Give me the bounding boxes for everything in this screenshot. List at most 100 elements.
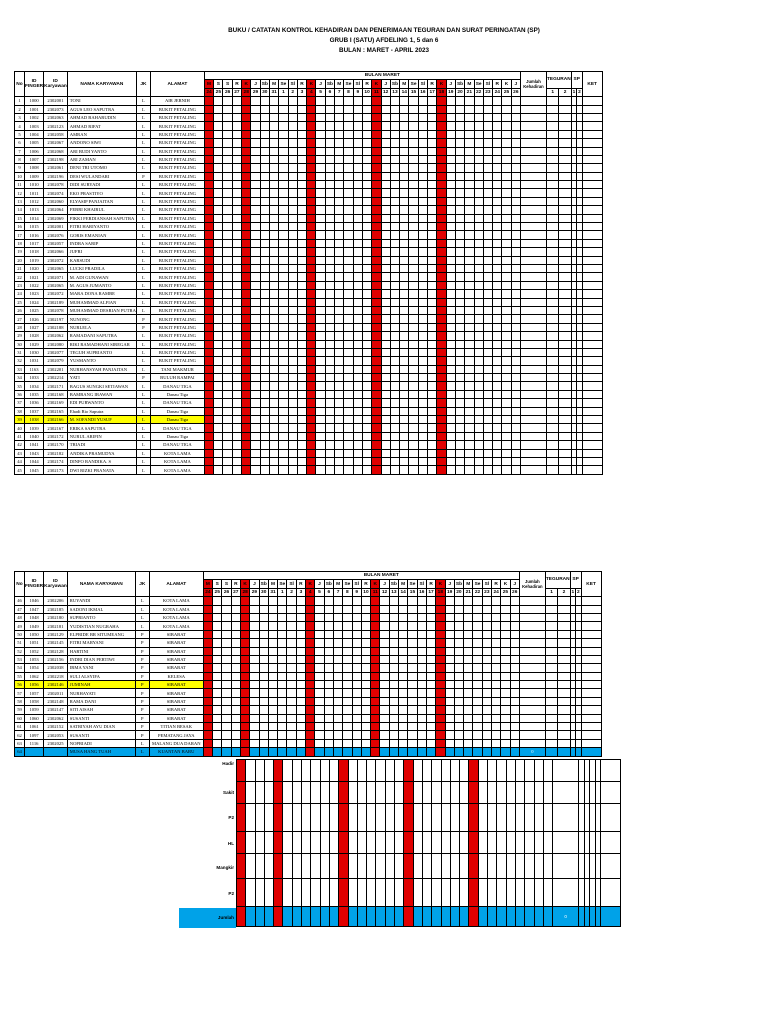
attendance-cell[interactable] bbox=[296, 440, 308, 450]
attendance-cell[interactable] bbox=[482, 96, 494, 106]
attendance-cell[interactable] bbox=[258, 671, 269, 682]
attendance-cell[interactable] bbox=[510, 322, 522, 333]
attendance-cell[interactable] bbox=[332, 680, 344, 690]
attendance-cell[interactable] bbox=[389, 104, 401, 114]
attendance-cell[interactable] bbox=[352, 129, 363, 140]
attendance-cell[interactable] bbox=[501, 196, 512, 207]
attendance-cell[interactable] bbox=[436, 171, 447, 182]
attendance-cell[interactable] bbox=[501, 121, 512, 131]
attendance-cell[interactable] bbox=[343, 138, 354, 148]
attendance-cell[interactable] bbox=[464, 138, 475, 148]
attendance-cell[interactable] bbox=[296, 398, 308, 408]
attendance-cell[interactable] bbox=[351, 596, 362, 606]
attendance-cell[interactable] bbox=[277, 638, 288, 648]
attendance-cell[interactable] bbox=[278, 456, 289, 467]
attendance-cell[interactable] bbox=[250, 188, 261, 198]
attendance-cell[interactable] bbox=[445, 272, 456, 282]
attendance-cell[interactable] bbox=[436, 364, 447, 375]
attendance-cell[interactable] bbox=[315, 440, 326, 450]
attendance-cell[interactable] bbox=[444, 654, 455, 665]
attendance-cell[interactable] bbox=[501, 465, 512, 475]
attendance-cell[interactable] bbox=[371, 205, 382, 215]
attendance-cell[interactable] bbox=[250, 322, 261, 333]
attendance-cell[interactable] bbox=[342, 730, 353, 740]
attendance-cell[interactable] bbox=[370, 738, 381, 749]
attendance-cell[interactable] bbox=[510, 255, 522, 266]
attendance-cell[interactable] bbox=[343, 373, 354, 383]
row-mark-cell[interactable] bbox=[558, 188, 572, 198]
attendance-cell[interactable] bbox=[500, 671, 511, 682]
attendance-cell[interactable] bbox=[380, 373, 391, 383]
attendance-cell[interactable] bbox=[202, 612, 214, 623]
attendance-cell[interactable] bbox=[473, 423, 484, 433]
attendance-cell[interactable] bbox=[213, 247, 224, 257]
attendance-cell[interactable] bbox=[278, 331, 289, 341]
attendance-cell[interactable] bbox=[473, 448, 484, 458]
attendance-cell[interactable] bbox=[314, 646, 325, 656]
attendance-cell[interactable] bbox=[231, 423, 243, 433]
attendance-cell[interactable] bbox=[296, 96, 308, 106]
attendance-cell[interactable] bbox=[360, 629, 372, 640]
attendance-cell[interactable] bbox=[417, 196, 429, 207]
row-mark-cell[interactable] bbox=[558, 347, 572, 358]
attendance-cell[interactable] bbox=[213, 423, 224, 433]
attendance-cell[interactable] bbox=[482, 121, 494, 131]
row-mark-cell[interactable] bbox=[581, 154, 603, 165]
attendance-cell[interactable] bbox=[492, 423, 503, 433]
attendance-cell[interactable] bbox=[306, 356, 317, 366]
attendance-cell[interactable] bbox=[222, 247, 233, 257]
attendance-cell[interactable] bbox=[222, 456, 233, 467]
attendance-cell[interactable] bbox=[295, 722, 307, 732]
row-mark-cell[interactable] bbox=[544, 646, 559, 656]
attendance-cell[interactable] bbox=[306, 171, 317, 182]
attendance-cell[interactable] bbox=[352, 121, 363, 131]
attendance-cell[interactable] bbox=[241, 347, 252, 358]
attendance-cell[interactable] bbox=[492, 456, 503, 467]
attendance-cell[interactable] bbox=[222, 389, 233, 400]
attendance-cell[interactable] bbox=[213, 112, 224, 123]
row-mark-cell[interactable] bbox=[558, 222, 572, 232]
attendance-cell[interactable] bbox=[249, 671, 260, 682]
row-mark-cell[interactable] bbox=[581, 121, 603, 131]
attendance-cell[interactable] bbox=[399, 322, 410, 333]
attendance-cell[interactable] bbox=[343, 431, 354, 442]
attendance-cell[interactable] bbox=[472, 688, 483, 698]
attendance-cell[interactable] bbox=[278, 230, 289, 240]
attendance-cell[interactable] bbox=[501, 431, 512, 442]
attendance-cell[interactable] bbox=[259, 305, 270, 316]
attendance-cell[interactable] bbox=[250, 381, 261, 391]
attendance-cell[interactable] bbox=[241, 112, 252, 123]
attendance-cell[interactable] bbox=[286, 654, 297, 665]
row-mark-cell[interactable] bbox=[558, 456, 572, 467]
attendance-cell[interactable] bbox=[213, 121, 224, 131]
attendance-cell[interactable] bbox=[445, 154, 456, 165]
attendance-cell[interactable] bbox=[268, 247, 280, 257]
attendance-cell[interactable] bbox=[314, 722, 325, 732]
attendance-cell[interactable] bbox=[352, 314, 363, 324]
attendance-cell[interactable] bbox=[426, 448, 438, 458]
attendance-cell[interactable] bbox=[250, 465, 261, 475]
attendance-cell[interactable] bbox=[352, 448, 363, 458]
attendance-cell[interactable] bbox=[343, 129, 354, 140]
attendance-cell[interactable] bbox=[286, 730, 297, 740]
attendance-cell[interactable] bbox=[492, 96, 503, 106]
row-mark-cell[interactable] bbox=[544, 738, 559, 749]
attendance-cell[interactable] bbox=[306, 431, 317, 442]
attendance-cell[interactable] bbox=[501, 146, 512, 156]
attendance-cell[interactable] bbox=[492, 448, 503, 458]
attendance-cell[interactable] bbox=[360, 663, 372, 673]
attendance-cell[interactable] bbox=[371, 171, 382, 182]
attendance-cell[interactable] bbox=[360, 722, 372, 732]
attendance-cell[interactable] bbox=[315, 414, 326, 425]
attendance-cell[interactable] bbox=[445, 431, 456, 442]
attendance-cell[interactable] bbox=[202, 596, 214, 606]
attendance-cell[interactable] bbox=[417, 305, 429, 316]
attendance-cell[interactable] bbox=[445, 356, 456, 366]
attendance-cell[interactable] bbox=[287, 222, 298, 232]
attendance-cell[interactable] bbox=[278, 255, 289, 266]
attendance-cell[interactable] bbox=[231, 347, 243, 358]
attendance-cell[interactable] bbox=[425, 654, 437, 665]
attendance-cell[interactable] bbox=[268, 364, 280, 375]
attendance-cell[interactable] bbox=[249, 730, 260, 740]
attendance-cell[interactable] bbox=[287, 247, 298, 257]
